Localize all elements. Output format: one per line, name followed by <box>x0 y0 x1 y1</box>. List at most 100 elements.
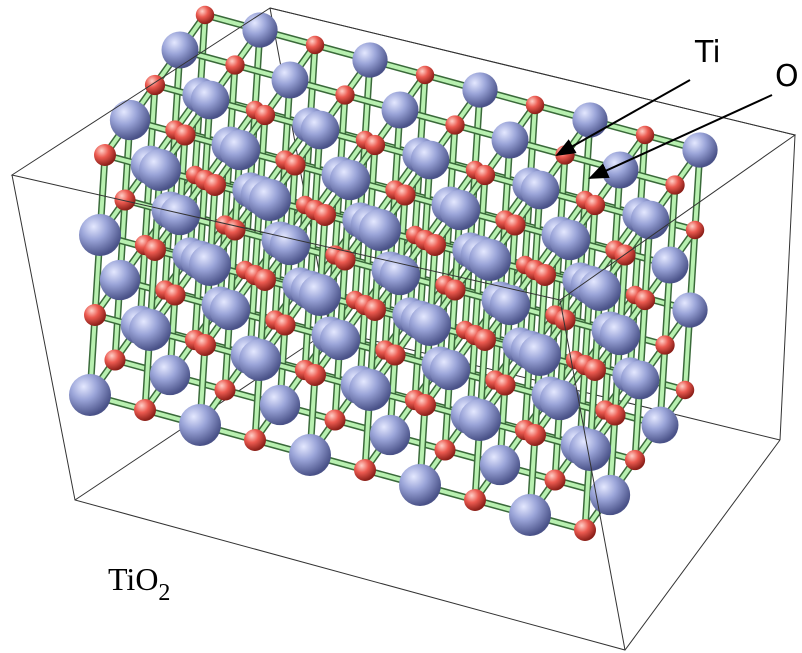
ti-atom <box>519 334 561 376</box>
ti-atom <box>459 399 501 441</box>
ti-atom <box>359 209 401 251</box>
ti-atom <box>330 160 370 200</box>
o-atom <box>445 115 464 134</box>
o-atom <box>625 450 645 470</box>
o-atom <box>284 154 305 175</box>
ti-atom <box>462 72 497 107</box>
formula: TiO2 <box>108 561 170 606</box>
ti-atom <box>440 190 480 230</box>
o-atom <box>144 239 166 261</box>
ti-atom <box>469 239 511 281</box>
ti-atom <box>579 269 621 311</box>
ti-atom <box>320 320 360 360</box>
o-atom <box>254 269 276 291</box>
o-atom <box>665 175 684 194</box>
o-atom <box>224 219 245 240</box>
o-atom <box>424 234 446 256</box>
crystal-lattice <box>69 6 718 541</box>
o-atom <box>104 349 125 370</box>
ti-atom <box>249 179 291 221</box>
o-atom <box>604 404 625 425</box>
ti-atom <box>652 247 689 284</box>
o-atom <box>214 379 235 400</box>
o-atom <box>494 374 515 395</box>
o-atom <box>134 399 156 421</box>
o-atom <box>174 124 195 145</box>
ti-atom <box>370 415 410 455</box>
ti-atom <box>191 81 230 120</box>
o-atom <box>574 519 596 541</box>
ti-atom <box>270 225 310 265</box>
o-atom <box>114 189 135 210</box>
ti-atom <box>299 274 341 316</box>
o-atom <box>365 135 385 155</box>
o-atom <box>416 66 434 84</box>
o-atom <box>434 439 455 460</box>
ti-atom <box>521 171 560 210</box>
ti-atom <box>490 285 530 325</box>
o-atom <box>534 264 556 286</box>
o-atom <box>636 126 654 144</box>
ti-atom <box>272 62 309 99</box>
ti-atom <box>289 434 331 476</box>
o-atom <box>274 314 295 335</box>
ti-atom <box>682 132 717 167</box>
o-label: O <box>775 59 799 94</box>
ti-atom <box>352 42 387 77</box>
o-atom <box>94 144 116 166</box>
o-atom <box>364 299 386 321</box>
o-atom <box>464 489 486 511</box>
ti-atom <box>242 12 277 47</box>
ti-atom <box>160 195 200 235</box>
o-atom <box>306 36 324 54</box>
ti-atom <box>220 130 260 170</box>
o-atom <box>225 55 244 74</box>
o-atom <box>635 290 655 310</box>
ti-atom <box>239 339 281 381</box>
formula-subscript: 2 <box>158 580 170 606</box>
o-atom <box>255 105 275 125</box>
o-atom <box>544 469 565 490</box>
ti-atom <box>411 141 450 180</box>
ti-atom <box>621 361 660 400</box>
ti-atom <box>349 369 391 411</box>
ti-atom <box>600 315 640 355</box>
ti-atom <box>129 309 171 351</box>
o-atom <box>474 329 496 351</box>
o-atom <box>686 221 704 239</box>
ti-atom <box>380 255 420 295</box>
ti-atom <box>260 385 300 425</box>
o-atom <box>194 334 216 356</box>
ti-atom <box>150 355 190 395</box>
o-atom <box>524 424 546 446</box>
o-atom <box>84 304 106 326</box>
ti-atom <box>569 429 611 471</box>
ti-atom <box>399 464 441 506</box>
o-atom <box>614 244 635 265</box>
ti-atom <box>572 102 607 137</box>
ti-label: Ti <box>694 35 721 70</box>
o-atom <box>585 195 605 215</box>
o-atom <box>196 6 214 24</box>
ti-atom <box>301 111 340 150</box>
ti-atom <box>79 214 121 256</box>
o-atom <box>164 284 185 305</box>
ti-atom <box>540 380 580 420</box>
ti-atom <box>409 304 451 346</box>
o-atom <box>384 344 405 365</box>
o-atom <box>475 165 495 185</box>
ti-atom <box>631 201 670 240</box>
o-atom <box>324 409 345 430</box>
o-atom <box>304 364 326 386</box>
o-atom <box>354 459 376 481</box>
o-atom <box>204 174 226 196</box>
ti-atom <box>100 260 140 300</box>
o-atom <box>526 96 544 114</box>
o-atom <box>655 335 674 354</box>
ti-atom <box>642 407 679 444</box>
o-atom <box>335 85 354 104</box>
ti-atom <box>210 290 250 330</box>
o-atom <box>676 381 694 399</box>
o-atom <box>394 184 415 205</box>
ti-atom <box>162 32 199 69</box>
